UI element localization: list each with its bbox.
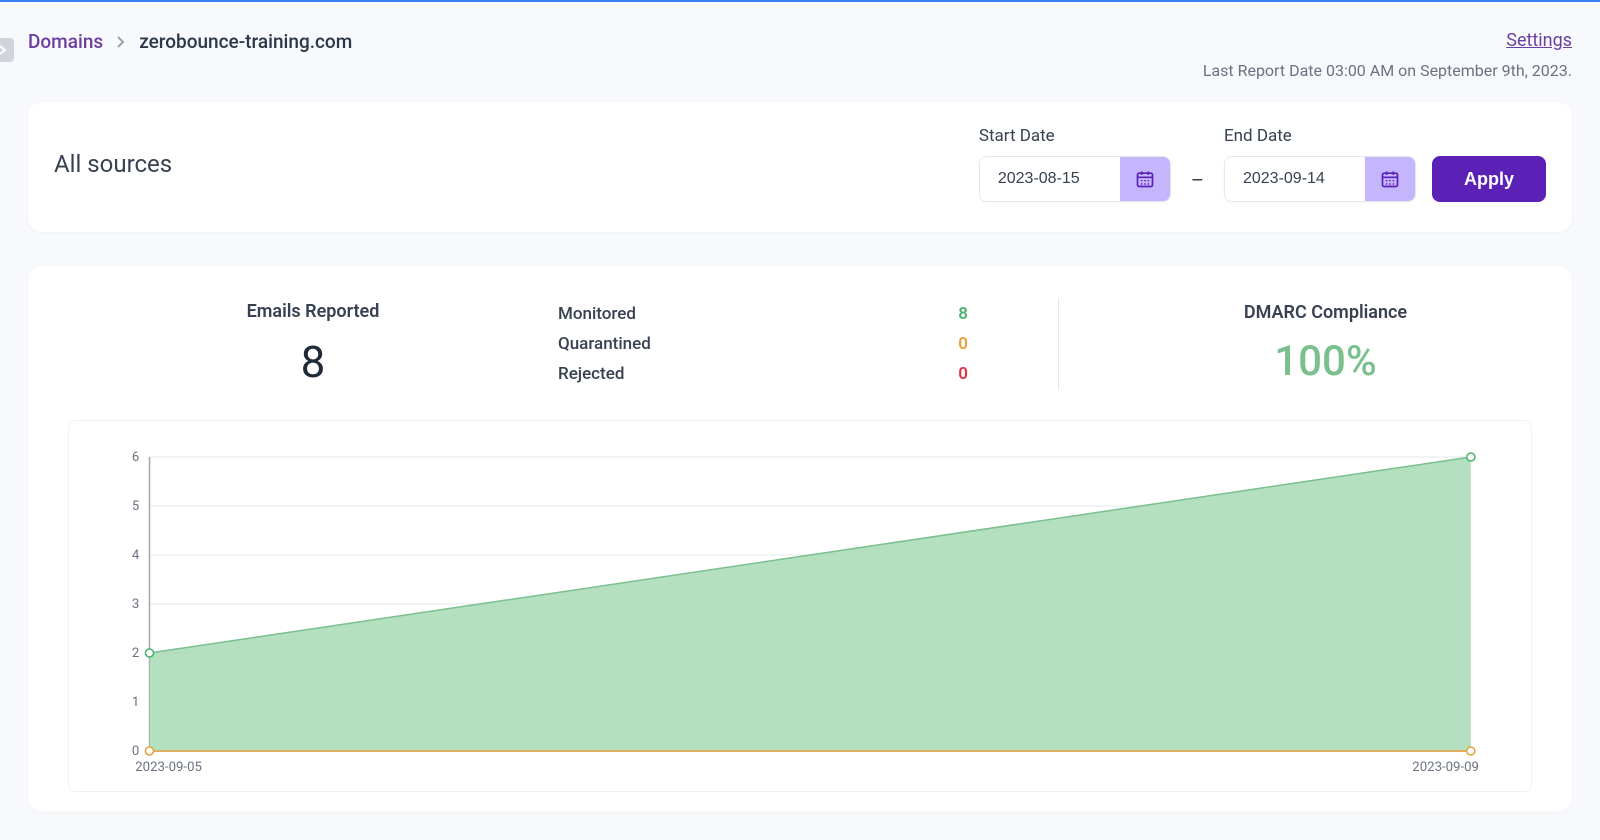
emails-reported-label: Emails Reported	[68, 301, 558, 322]
last-report-date: Last Report Date 03:00 AM on September 9…	[28, 61, 1572, 80]
svg-text:2023-09-09: 2023-09-09	[1412, 760, 1479, 775]
start-date-label: Start Date	[979, 126, 1171, 146]
quarantined-value: 0	[958, 334, 968, 354]
svg-text:2023-09-05: 2023-09-05	[135, 760, 202, 775]
apply-button[interactable]: Apply	[1432, 156, 1546, 202]
filters-title: All sources	[54, 150, 172, 178]
compliance-value: 100%	[1119, 337, 1532, 386]
calendar-icon	[1135, 169, 1155, 189]
emails-reported-value: 8	[68, 336, 558, 388]
settings-link[interactable]: Settings	[1506, 30, 1572, 51]
breadcrumb-current: zerobounce-training.com	[139, 30, 352, 53]
compliance-label: DMARC Compliance	[1119, 302, 1532, 323]
svg-text:1: 1	[132, 695, 139, 710]
svg-text:2: 2	[132, 646, 139, 661]
chevron-right-icon	[0, 45, 8, 55]
calendar-icon	[1380, 169, 1400, 189]
end-date-input[interactable]	[1225, 157, 1365, 201]
chart-container: 0 1 2 3 4 5 6 2023-09-05 2023-09-09	[68, 420, 1532, 792]
rejected-value: 0	[958, 364, 968, 384]
filters-card: All sources Start Date	[28, 102, 1572, 232]
quarantined-label: Quarantined	[558, 334, 651, 354]
breadcrumb: Domains zerobounce-training.com	[28, 30, 352, 53]
svg-text:5: 5	[132, 499, 139, 514]
svg-text:3: 3	[132, 597, 139, 612]
svg-text:4: 4	[132, 548, 140, 563]
date-range-separator: –	[1187, 168, 1208, 202]
stats-card: Emails Reported 8 Monitored 8 Quarantine…	[28, 266, 1572, 812]
end-date-calendar-button[interactable]	[1365, 157, 1415, 201]
monitored-label: Monitored	[558, 304, 636, 324]
breadcrumb-root[interactable]: Domains	[28, 30, 103, 53]
svg-text:6: 6	[132, 451, 139, 465]
rejected-label: Rejected	[558, 364, 624, 384]
start-date-input[interactable]	[980, 157, 1120, 201]
start-date-calendar-button[interactable]	[1120, 157, 1170, 201]
chevron-right-icon	[117, 30, 125, 53]
area-chart: 0 1 2 3 4 5 6 2023-09-05 2023-09-09	[119, 451, 1481, 781]
sidebar-expand-toggle[interactable]	[0, 38, 14, 62]
divider	[1058, 298, 1059, 390]
svg-text:0: 0	[132, 744, 139, 759]
end-date-label: End Date	[1224, 126, 1416, 146]
monitored-value: 8	[958, 304, 968, 324]
